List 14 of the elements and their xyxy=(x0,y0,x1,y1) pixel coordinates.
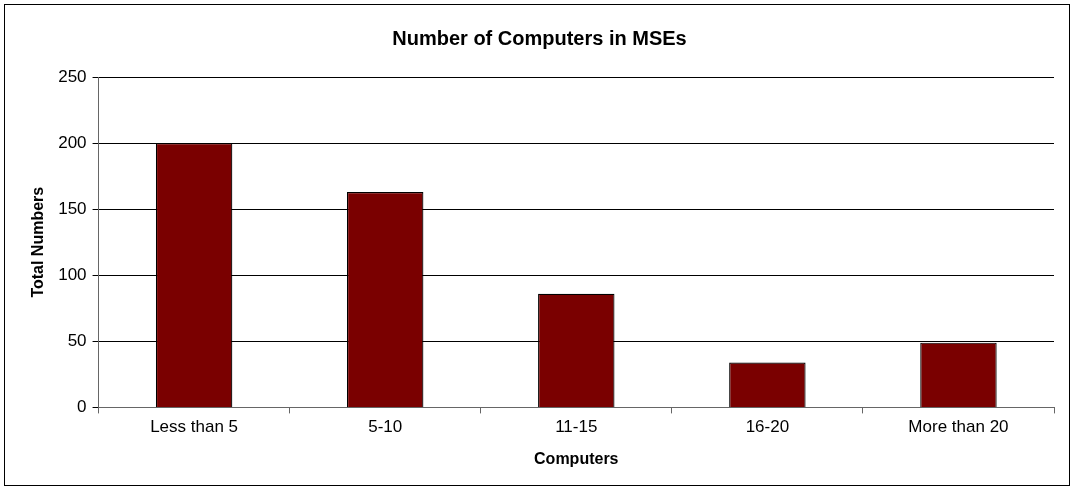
chart-title: Number of Computers in MSEs xyxy=(392,26,687,49)
y-tick-label: 200 xyxy=(58,132,87,152)
x-tick-label: 5-10 xyxy=(368,417,403,437)
x-axis-title: Computers xyxy=(534,449,619,467)
y-tick-label: 100 xyxy=(58,264,87,284)
y-tick-label: 150 xyxy=(58,198,87,218)
x-tick-label: Less than 5 xyxy=(150,417,239,437)
y-axis-title: Total Numbers xyxy=(29,186,47,298)
y-tick-label: 250 xyxy=(58,66,87,86)
y-tick-label: 0 xyxy=(77,397,87,417)
x-tick-label: More than 20 xyxy=(908,417,1009,437)
x-tick-label: 11-15 xyxy=(555,417,598,437)
y-tick-label: 50 xyxy=(67,331,87,351)
x-tick-label: 16-20 xyxy=(745,417,790,437)
